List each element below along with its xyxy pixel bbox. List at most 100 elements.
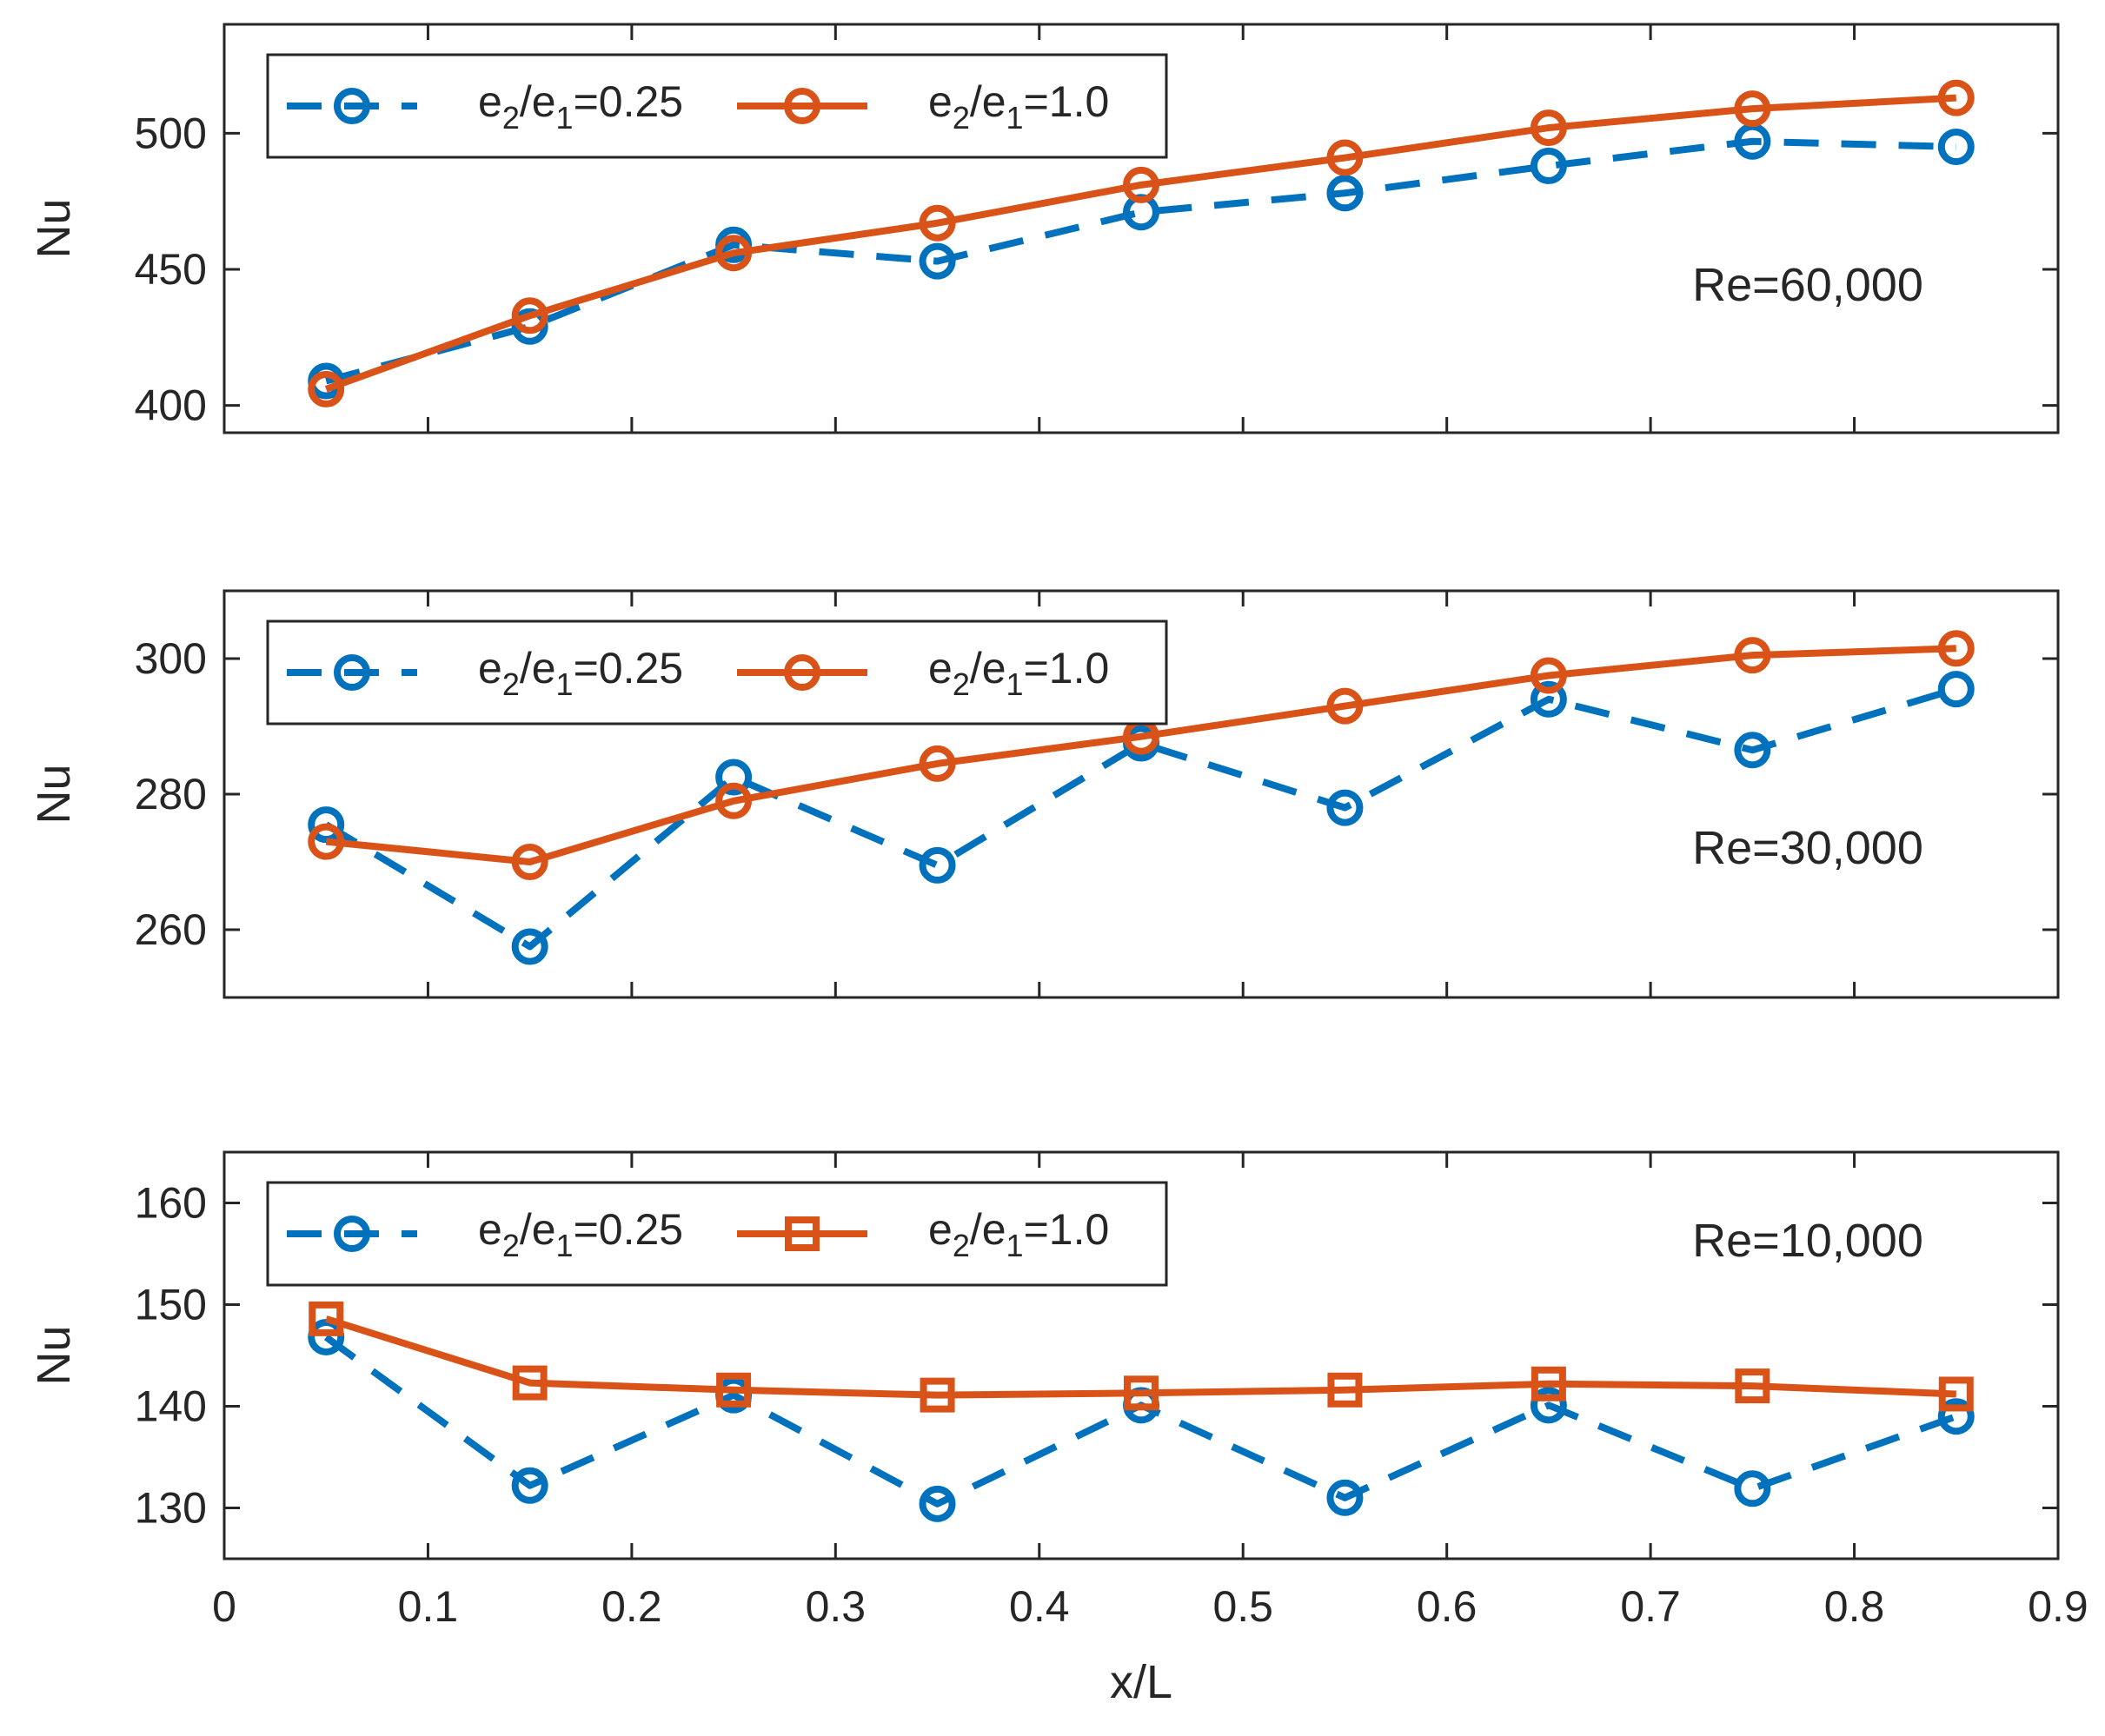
legend-marker: [784, 654, 820, 691]
data-point: [919, 846, 956, 884]
data-point: [1530, 109, 1567, 147]
legend: e2/e1=0.25 e2/e1=1.0: [266, 1181, 1168, 1287]
data-point: [1327, 1372, 1363, 1408]
y-axis-label: Nu: [28, 764, 80, 824]
x-tick-label: 0.7: [1620, 1582, 1681, 1631]
y-tick-label: 260: [135, 905, 207, 954]
x-tick-label: 0: [212, 1582, 236, 1631]
data-point: [1735, 1368, 1770, 1404]
data-point: [919, 204, 956, 242]
y-tick-label: 160: [135, 1179, 207, 1228]
series-e2-e1-1-0: [309, 1301, 1974, 1413]
data-point: [1326, 1479, 1364, 1516]
y-tick-label: 500: [135, 109, 207, 157]
y-tick-label: 400: [135, 381, 207, 430]
y-tick-label: 150: [135, 1281, 207, 1329]
data-point: [1938, 1376, 1974, 1412]
data-point: [919, 745, 956, 782]
legend-box: [266, 620, 1168, 726]
data-point: [715, 235, 753, 272]
data-point: [715, 782, 753, 819]
panel-2: 260 280 300 Nu Re=30,000 e2/e1=0.25 e2/e1=1.0: [28, 589, 2060, 999]
data-point: [1937, 1398, 1975, 1435]
series-line: [325, 1315, 1956, 1399]
data-point: [308, 370, 345, 407]
panel-1: 400 450 500 Nu Re=60,000 e2/e1=0.25 e2/e1=1.0: [28, 23, 2060, 434]
x-tick-label: 0.6: [1417, 1582, 1477, 1631]
legend-marker: [334, 1216, 370, 1252]
data-point: [1937, 79, 1975, 116]
axes-box: [222, 1150, 2060, 1560]
data-point: [1326, 175, 1364, 212]
series-line: [325, 645, 1956, 865]
legend-label: e2/e1=1.0: [928, 644, 1109, 702]
legend-box: [266, 1181, 1168, 1287]
x-tick-label: 0.3: [806, 1582, 867, 1631]
y-tick-label: 140: [135, 1382, 207, 1431]
panel-3: 130 140 150 160 0 0.1 0.2 0.3 0.4 0.5 0.6 0.7 0.8 0.9…: [28, 1150, 2088, 1708]
data-point: [1123, 166, 1159, 203]
legend-label: e2/e1=0.25: [478, 1205, 683, 1263]
data-point: [919, 1485, 956, 1522]
legend-entry: e2/e1=1.0: [737, 1205, 1109, 1263]
data-point: [920, 1377, 955, 1413]
axes-box: [222, 23, 2060, 434]
x-tick-label: 0.8: [1824, 1582, 1885, 1631]
x-axis-label: x/L: [1110, 1656, 1172, 1708]
legend-entry: e2/e1=0.25: [287, 1205, 683, 1263]
data-point: [308, 823, 345, 860]
data-point: [715, 759, 753, 796]
data-point: [1734, 1470, 1771, 1507]
data-point: [1530, 1387, 1567, 1424]
legend: e2/e1=0.25 e2/e1=1.0: [266, 620, 1168, 726]
data-point: [716, 1372, 752, 1408]
reynolds-annotation: Re=10,000: [1692, 1215, 1923, 1267]
data-point: [1937, 671, 1975, 708]
data-point: [1937, 630, 1975, 667]
legend-label: e2/e1=1.0: [928, 77, 1109, 136]
legend-marker: [334, 88, 370, 124]
reynolds-annotation: Re=60,000: [1692, 259, 1923, 311]
legend-label: e2/e1=1.0: [928, 1205, 1109, 1263]
x-tick-label: 0.4: [1009, 1582, 1070, 1631]
data-point: [511, 1467, 548, 1504]
data-point: [1734, 90, 1771, 128]
data-point: [1530, 147, 1567, 184]
data-point: [1326, 789, 1364, 826]
legend-entry: e2/e1=0.25: [287, 644, 683, 702]
data-point: [511, 308, 548, 345]
y-axis-label: Nu: [28, 1325, 80, 1385]
data-point: [511, 844, 548, 880]
data-point: [919, 242, 956, 280]
legend-label: e2/e1=0.25: [478, 77, 683, 136]
data-point: [1530, 680, 1567, 718]
x-tick-label: 0.2: [601, 1582, 662, 1631]
data-point: [1326, 139, 1364, 176]
y-tick-label: 130: [135, 1484, 207, 1533]
data-point: [1124, 1375, 1159, 1411]
data-point: [309, 1301, 344, 1336]
legend-entry: e2/e1=1.0: [737, 644, 1109, 702]
data-point: [1531, 1366, 1566, 1401]
data-point: [1734, 637, 1771, 674]
legend-label: e2/e1=0.25: [478, 644, 683, 702]
x-tick-label: 0.1: [398, 1582, 459, 1631]
x-tick-label: 0.5: [1212, 1582, 1273, 1631]
data-point: [511, 297, 548, 335]
series-e2-e1-1-0: [308, 79, 1975, 407]
legend-marker: [334, 654, 370, 691]
data-point: [1734, 732, 1771, 769]
series-line: [324, 94, 1956, 393]
x-tick-label: 0.9: [2028, 1582, 2088, 1631]
data-point: [511, 928, 548, 965]
y-tick-label: 300: [135, 634, 207, 683]
legend-marker: [784, 88, 820, 124]
data-point: [1530, 657, 1567, 694]
legend: e2/e1=0.25 e2/e1=1.0: [266, 53, 1168, 159]
axes-box: [222, 589, 2060, 999]
legend-box: [266, 53, 1168, 159]
series-line: [325, 137, 1956, 385]
legend-entry: e2/e1=0.25: [287, 77, 683, 136]
legend-entry: e2/e1=1.0: [737, 77, 1109, 136]
